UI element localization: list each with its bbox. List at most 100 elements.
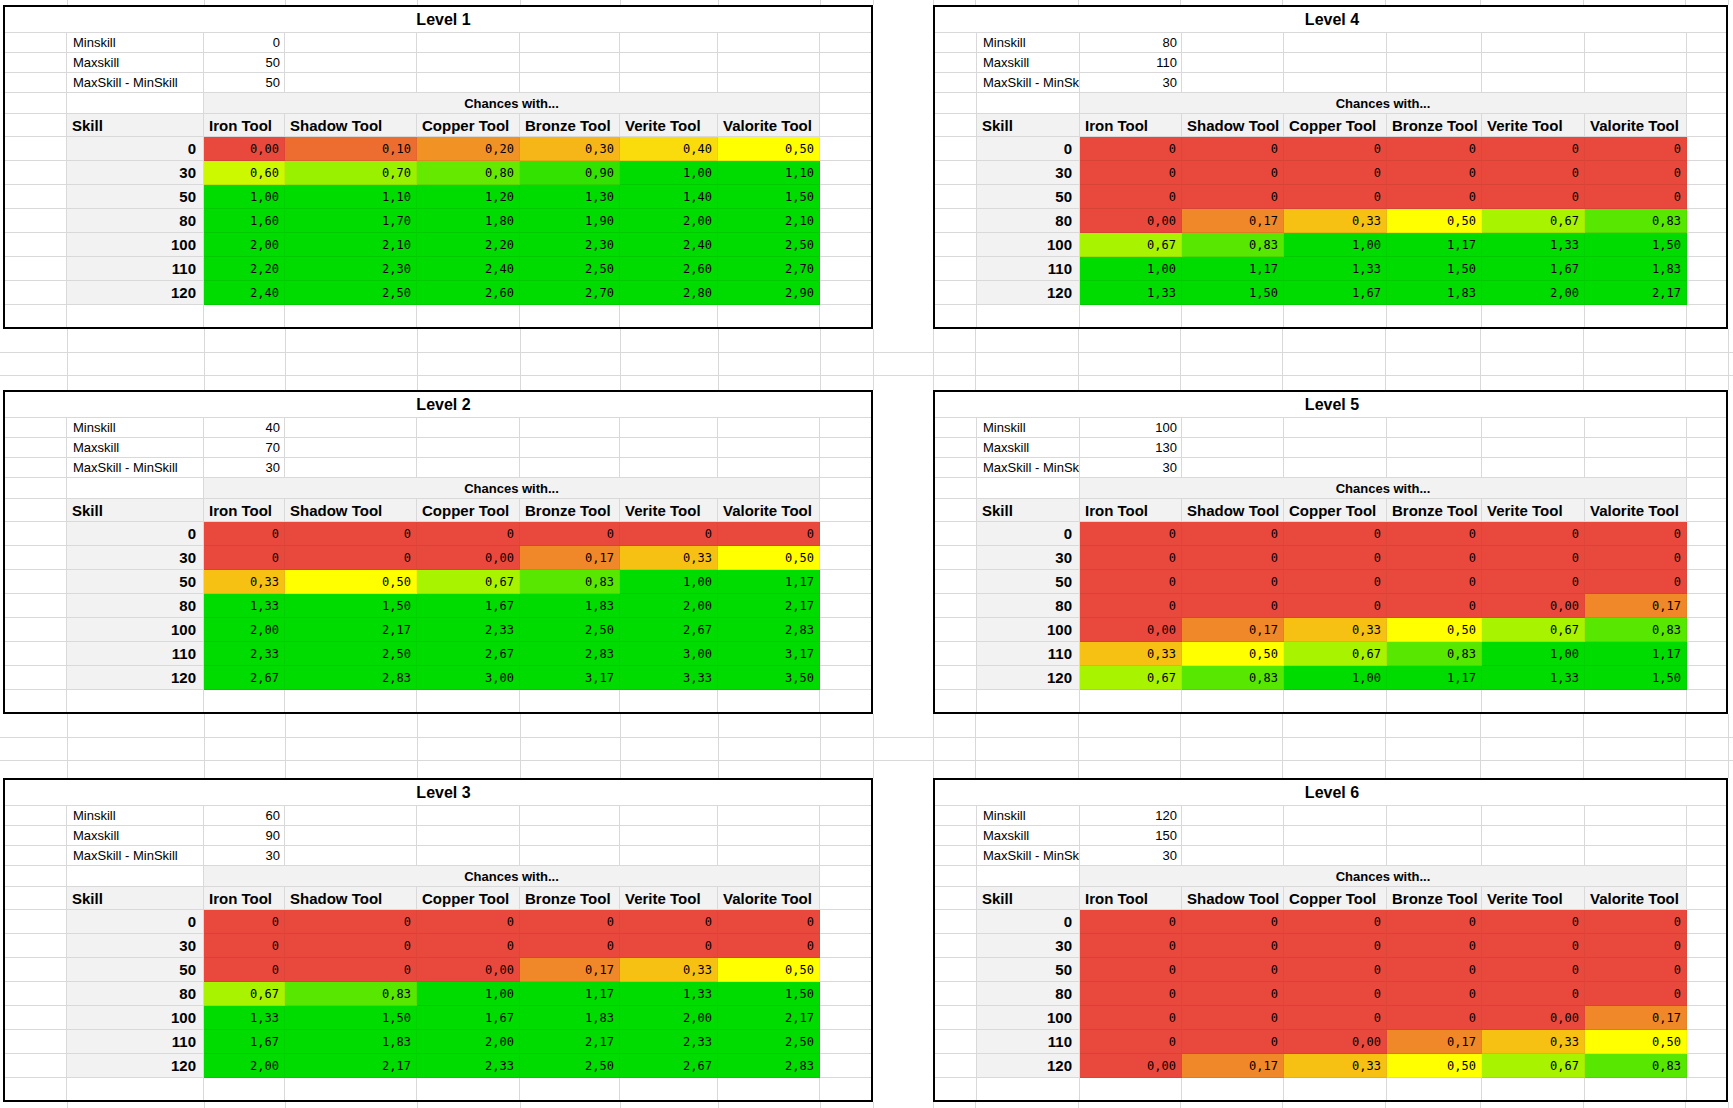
skill-row-header[interactable]: 110 [977,257,1080,281]
chance-value-cell[interactable]: 2,00 [620,1006,718,1030]
chance-value-cell[interactable]: 0 [1387,982,1482,1006]
chance-value-cell[interactable]: 2,40 [417,257,520,281]
chance-value-cell[interactable]: 1,50 [1585,666,1687,690]
tool-column-header[interactable]: Iron Tool [204,499,285,522]
chance-value-cell[interactable]: 0,33 [620,958,718,982]
maxskill-label[interactable]: Maxskill [977,438,1080,458]
chance-value-cell[interactable]: 0 [1080,934,1182,958]
chance-value-cell[interactable]: 0,90 [520,161,620,185]
skill-row-header[interactable]: 100 [67,618,204,642]
chance-value-cell[interactable]: 1,60 [204,209,285,233]
skill-diff-value[interactable]: 30 [204,458,285,478]
minskill-label[interactable]: Minskill [977,806,1080,826]
skill-row-header[interactable]: 30 [67,161,204,185]
chance-value-cell[interactable]: 0 [1387,522,1482,546]
chance-value-cell[interactable]: 0 [1284,910,1387,934]
chance-value-cell[interactable]: 0 [1585,982,1687,1006]
tool-column-header[interactable]: Verite Tool [620,114,718,137]
tool-column-header[interactable]: Iron Tool [204,887,285,910]
chance-value-cell[interactable]: 0,50 [1585,1030,1687,1054]
tool-column-header[interactable]: Bronze Tool [1387,887,1482,910]
chance-value-cell[interactable]: 0 [1482,161,1585,185]
chance-value-cell[interactable]: 0 [520,910,620,934]
tool-column-header[interactable]: Shadow Tool [285,114,417,137]
chance-value-cell[interactable]: 0 [1585,522,1687,546]
chance-value-cell[interactable]: 1,33 [620,982,718,1006]
chance-value-cell[interactable]: 0,83 [520,570,620,594]
skill-row-header[interactable]: 100 [67,233,204,257]
skill-row-header[interactable]: 100 [977,618,1080,642]
chance-value-cell[interactable]: 0 [718,934,820,958]
tool-column-header[interactable]: Bronze Tool [520,887,620,910]
maxskill-label[interactable]: Maxskill [67,438,204,458]
chance-value-cell[interactable]: 0 [1387,1006,1482,1030]
minskill-value[interactable]: 60 [204,806,285,826]
tool-column-header[interactable]: Valorite Tool [1585,114,1687,137]
chance-value-cell[interactable]: 1,00 [417,982,520,1006]
tool-column-header[interactable]: Bronze Tool [1387,499,1482,522]
skill-row-header[interactable]: 30 [67,934,204,958]
chance-value-cell[interactable]: 0 [1387,546,1482,570]
chance-value-cell[interactable]: 3,00 [417,666,520,690]
chance-value-cell[interactable]: 0 [1182,934,1284,958]
chance-value-cell[interactable]: 1,50 [1387,257,1482,281]
chance-value-cell[interactable]: 2,50 [285,642,417,666]
chance-value-cell[interactable]: 2,10 [285,233,417,257]
tool-column-header[interactable]: Iron Tool [1080,499,1182,522]
skill-row-header[interactable]: 110 [977,642,1080,666]
chance-value-cell[interactable]: 1,33 [1284,257,1387,281]
chance-value-cell[interactable]: 2,00 [1482,281,1585,305]
chance-value-cell[interactable]: 0 [1284,185,1387,209]
chance-value-cell[interactable]: 0,17 [1585,594,1687,618]
tool-column-header[interactable]: Shadow Tool [285,887,417,910]
chance-value-cell[interactable]: 2,20 [417,233,520,257]
skill-row-header[interactable]: 0 [67,137,204,161]
chance-value-cell[interactable]: 0 [1482,137,1585,161]
tool-column-header[interactable]: Iron Tool [1080,887,1182,910]
chance-value-cell[interactable]: 1,00 [1284,666,1387,690]
skill-row-header[interactable]: 120 [977,666,1080,690]
maxskill-value[interactable]: 150 [1080,826,1182,846]
chance-value-cell[interactable]: 0,83 [1182,666,1284,690]
skill-row-header[interactable]: 0 [977,137,1080,161]
chance-value-cell[interactable]: 1,67 [417,1006,520,1030]
chance-value-cell[interactable]: 0,50 [718,137,820,161]
skill-column-header[interactable]: Skill [67,887,204,910]
skill-diff-value[interactable]: 30 [1080,458,1182,478]
chance-value-cell[interactable]: 0 [204,522,285,546]
chance-value-cell[interactable]: 2,83 [718,618,820,642]
chance-value-cell[interactable]: 1,33 [1080,281,1182,305]
chance-value-cell[interactable]: 0 [1585,546,1687,570]
chance-value-cell[interactable]: 0 [1182,1006,1284,1030]
chance-value-cell[interactable]: 0 [1284,982,1387,1006]
chance-value-cell[interactable]: 0 [1585,958,1687,982]
maxskill-label[interactable]: Maxskill [67,826,204,846]
chance-value-cell[interactable]: 0 [620,934,718,958]
chance-value-cell[interactable]: 1,90 [520,209,620,233]
chance-value-cell[interactable]: 0 [1482,570,1585,594]
chance-value-cell[interactable]: 2,83 [520,642,620,666]
chance-value-cell[interactable]: 1,83 [1585,257,1687,281]
chance-value-cell[interactable]: 0 [1387,570,1482,594]
maxskill-label[interactable]: Maxskill [67,53,204,73]
chance-value-cell[interactable]: 1,17 [520,982,620,1006]
chance-value-cell[interactable]: 0 [417,910,520,934]
chance-value-cell[interactable]: 0,17 [520,546,620,570]
chance-value-cell[interactable]: 0 [417,934,520,958]
skill-column-header[interactable]: Skill [977,114,1080,137]
chance-value-cell[interactable]: 0 [285,958,417,982]
chance-value-cell[interactable]: 0 [285,546,417,570]
tool-column-header[interactable]: Valorite Tool [1585,499,1687,522]
chance-value-cell[interactable]: 0,67 [1284,642,1387,666]
chance-value-cell[interactable]: 0,33 [204,570,285,594]
chance-value-cell[interactable]: 0 [1080,137,1182,161]
chance-value-cell[interactable]: 0,00 [1080,1054,1182,1078]
chance-value-cell[interactable]: 0,00 [417,958,520,982]
chance-value-cell[interactable]: 2,33 [204,642,285,666]
chance-value-cell[interactable]: 0,83 [1387,642,1482,666]
tool-column-header[interactable]: Valorite Tool [1585,887,1687,910]
chance-value-cell[interactable]: 0,67 [417,570,520,594]
tool-column-header[interactable]: Shadow Tool [1182,499,1284,522]
tool-column-header[interactable]: Bronze Tool [1387,114,1482,137]
chance-value-cell[interactable]: 0,17 [1182,1054,1284,1078]
